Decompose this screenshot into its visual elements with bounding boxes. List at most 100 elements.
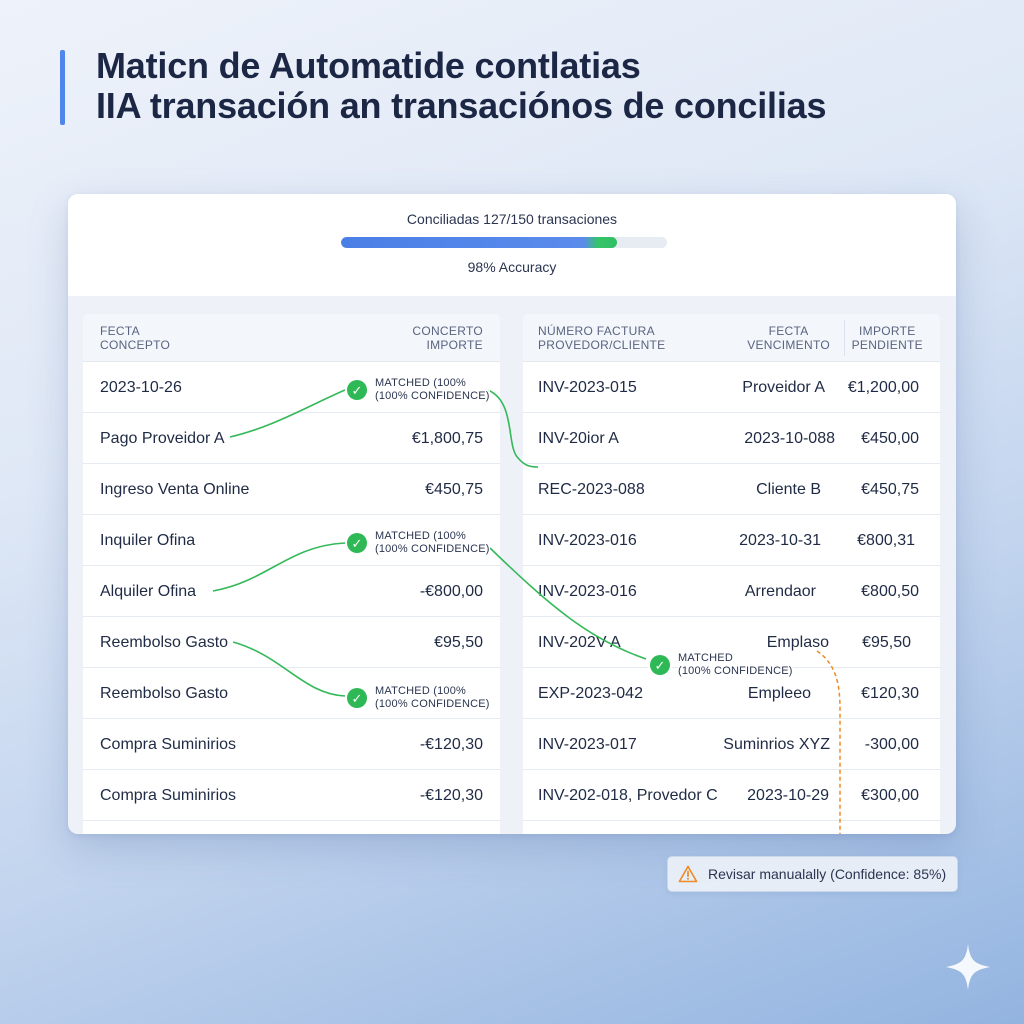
invoices-table: NÚMERO FACTURA PROVEDOR/CLIENTE FECTA VE…	[523, 314, 940, 834]
table-row[interactable]: INV-2023-015 Proveidor A €1,200,00	[523, 362, 940, 413]
amount-cell: -€120,30	[419, 736, 483, 753]
amount-cell: -300,00	[864, 736, 919, 753]
header-label: CONCERTO	[412, 324, 483, 338]
amount-cell: €95,50	[862, 634, 911, 651]
page-title: Maticn de Automatide contlatias IIA tran…	[96, 46, 826, 126]
table-row[interactable]: Reembolso Gasto	[83, 668, 500, 719]
header-label: CONCEPTO	[100, 338, 171, 352]
table-row[interactable]: Compra Suminirios -€120,30	[83, 719, 500, 770]
progress-section: Conciliadas 127/150 transaciones 98% Acc…	[68, 194, 956, 296]
concept-cell: Compra Suminirios	[100, 787, 237, 804]
header-label: NÚMERO FACTURA	[538, 324, 655, 338]
warning-text: Revisar manualally (Confidence: 85%)	[708, 866, 947, 882]
check-circle-icon: ✓	[347, 688, 367, 708]
invoice-cell: INV-202V A	[538, 634, 621, 651]
table-row[interactable]: INV-2023-017 Suminrios XYZ -300,00	[523, 719, 940, 770]
header-label: VENCIMENTO	[747, 338, 830, 352]
amount-cell: €450,75	[861, 481, 919, 498]
page-title-line1: Maticn de Automatide contlatias	[96, 45, 641, 86]
party-cell: Empleeo	[747, 685, 811, 702]
invoice-cell: INV-2023-016	[538, 532, 637, 549]
concept-cell: Alquiler Ofina	[100, 583, 197, 600]
match-label-line: (100% CONFIDENCE)	[678, 665, 793, 677]
invoice-cell: INV-202-018, Provedor C	[538, 787, 718, 804]
concept-cell: Compra Suminirios	[100, 736, 237, 753]
party-cell: 2023-10-29	[747, 787, 829, 804]
table-row[interactable]: Ingreso Venta Online €450,75	[83, 464, 500, 515]
check-circle-icon: ✓	[347, 533, 367, 553]
match-label-line: MATCHED (100%	[375, 530, 467, 542]
table-row[interactable]: Alquiler Ofina -€800,00	[83, 566, 500, 617]
amount-cell: €800,31	[857, 532, 915, 549]
invoice-cell: INV-2023-016	[538, 583, 637, 600]
table-row[interactable]: Compra Suminirios -€120,30	[83, 770, 500, 821]
table-row[interactable]: REC-2023-088 Cliente B €450,75	[523, 464, 940, 515]
header-label: IMPORTE	[859, 324, 916, 338]
concept-cell: Inquiler Ofina	[100, 532, 196, 549]
match-label-line: (100% CONFIDENCE)	[375, 390, 490, 402]
manual-review-warning[interactable]: Revisar manualally (Confidence: 85%)	[667, 856, 958, 892]
reconciliation-card: Conciliadas 127/150 transaciones 98% Acc…	[68, 194, 956, 834]
progress-bar	[341, 237, 667, 248]
match-label-line: MATCHED	[678, 652, 733, 664]
table-row[interactable]: Pago Proveidor A €1,800,75	[83, 413, 500, 464]
party-cell: Proveidor A	[742, 379, 825, 396]
concept-cell: 2023-10-26	[100, 379, 182, 396]
header-label: FECTA	[100, 324, 140, 338]
invoice-cell: INV-2023-015	[538, 379, 637, 396]
match-badge[interactable]: ✓ MATCHED (100% CONFIDENCE)	[650, 652, 793, 678]
match-badge[interactable]: ✓ MATCHED (100% (100% CONFIDENCE)	[347, 377, 490, 403]
table-header: FECTA CONCEPTO CONCERTO IMPORTE	[83, 314, 500, 362]
header-pending-amount: IMPORTE PENDIENTE	[852, 324, 923, 352]
party-cell: Cliente B	[756, 481, 821, 498]
invoice-cell: REC-2023-088	[538, 481, 645, 498]
concept-cell: Reembolso Gasto	[100, 685, 229, 702]
accuracy-label: 98% Accuracy	[467, 259, 557, 275]
invoice-cell: INV-20ior A	[538, 430, 619, 447]
header-invoice-party: NÚMERO FACTURA PROVEDOR/CLIENTE	[538, 324, 666, 352]
concept-cell: Ingreso Venta Online	[100, 481, 250, 498]
header-label: PENDIENTE	[851, 338, 923, 352]
amount-cell: €450,00	[861, 430, 919, 447]
progress-label: Conciliadas 127/150 transaciones	[406, 211, 618, 227]
party-cell: 2023-10-088	[744, 430, 835, 447]
header-date-concept: FECTA CONCEPTO	[100, 324, 170, 352]
title-accent-bar	[60, 50, 65, 125]
match-label: MATCHED (100% CONFIDENCE)	[678, 652, 793, 678]
header-label: FECTA	[768, 324, 809, 338]
warning-triangle-icon	[678, 865, 698, 883]
page-title-line2: IIA transación an transaciónos de concil…	[96, 85, 827, 126]
match-label: MATCHED (100% (100% CONFIDENCE)	[375, 530, 490, 556]
table-row[interactable]: INV-20ior A 2023-10-088 €450,00	[523, 413, 940, 464]
concept-cell: Reembolso Gasto	[100, 634, 229, 651]
check-circle-icon: ✓	[650, 655, 670, 675]
table-row[interactable]: INV-2023-016 2023-10-31 €800,31	[523, 515, 940, 566]
amount-cell: €300,00	[861, 787, 919, 804]
party-cell: Emplaso	[766, 634, 829, 651]
header-due-date: FECTA VENCIMENTO	[747, 324, 830, 352]
amount-cell: €95,50	[434, 634, 483, 651]
match-label: MATCHED (100% (100% CONFIDENCE)	[375, 685, 490, 711]
party-cell: Arrendaor	[744, 583, 816, 600]
party-cell: 2023-10-31	[739, 532, 821, 549]
table-row[interactable]: INV-2023-016 Arrendaor €800,50	[523, 566, 940, 617]
table-row[interactable]: EXP-2023-042 Empleeo €120,30	[523, 668, 940, 719]
header-label: IMPORTE	[426, 338, 483, 352]
match-label-line: MATCHED (100%	[375, 377, 467, 389]
concept-cell: Pago Proveidor A	[100, 430, 225, 447]
invoice-cell: EXP-2023-042	[538, 685, 643, 702]
header-label: PROVEDOR/CLIENTE	[538, 338, 666, 352]
progress-bar-fill	[341, 237, 618, 248]
amount-cell: €1,200,00	[847, 379, 919, 396]
match-badge[interactable]: ✓ MATCHED (100% (100% CONFIDENCE)	[347, 530, 490, 556]
match-label: MATCHED (100% (100% CONFIDENCE)	[375, 377, 490, 403]
invoice-cell: INV-2023-017	[538, 736, 637, 753]
match-label-line: (100% CONFIDENCE)	[375, 698, 490, 710]
table-row[interactable]: INV-202-018, Provedor C 2023-10-29 €300,…	[523, 770, 940, 821]
amount-cell: €800,50	[861, 583, 919, 600]
match-label-line: MATCHED (100%	[375, 685, 467, 697]
header-concept-amount: CONCERTO IMPORTE	[412, 324, 483, 352]
amount-cell: -€800,00	[419, 583, 483, 600]
table-row[interactable]: Reembolso Gasto €95,50	[83, 617, 500, 668]
match-badge[interactable]: ✓ MATCHED (100% (100% CONFIDENCE)	[347, 685, 490, 711]
